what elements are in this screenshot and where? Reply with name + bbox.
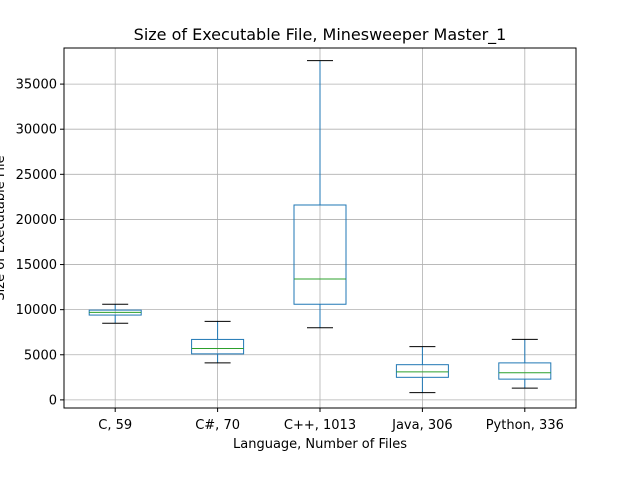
iqr-box: [191, 338, 245, 355]
y-tick-label: 35000: [16, 78, 57, 93]
x-tick-label: Python, 336: [486, 418, 564, 433]
y-tick-label: 20000: [16, 213, 57, 228]
iqr-box: [293, 204, 347, 305]
box-0: [88, 303, 142, 324]
chart-title: Size of Executable File, Minesweeper Mas…: [134, 25, 507, 45]
y-tick-label: 5000: [24, 348, 57, 363]
y-tick-label: 30000: [16, 123, 57, 138]
box-3: [395, 346, 449, 394]
iqr-box: [395, 364, 449, 378]
y-tick-label: 10000: [16, 303, 57, 318]
y-tick-label: 15000: [16, 258, 57, 273]
y-tick-label: 25000: [16, 168, 57, 183]
iqr-box: [498, 362, 552, 380]
y-axis-label: Size of Executable File: [0, 155, 8, 300]
x-tick-label: C++, 1013: [284, 418, 356, 433]
box-2: [293, 60, 347, 329]
x-tick-label: Java, 306: [391, 418, 453, 433]
box-4: [498, 338, 552, 389]
x-axis-ticks: C, 59 C#, 70 C++, 1013 Java, 306 Python, 336: [98, 408, 564, 433]
y-tick-label: 0: [49, 393, 57, 408]
y-axis-ticks: 0 5000 10000 15000 20000 25000 30000 35000: [16, 78, 64, 408]
box-1: [191, 320, 245, 364]
x-tick-label: C#, 70: [195, 418, 240, 433]
boxes: [88, 60, 552, 394]
x-axis-label: Language, Number of Files: [233, 437, 407, 452]
x-tick-label: C, 59: [98, 418, 132, 433]
